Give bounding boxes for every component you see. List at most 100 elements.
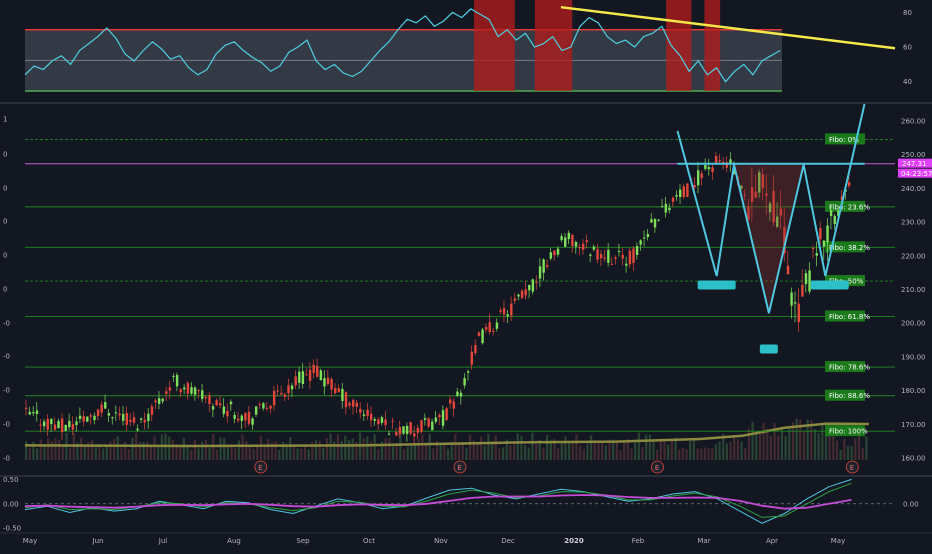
volume-bar	[355, 442, 358, 460]
candle-body	[136, 428, 139, 431]
candle-body	[714, 155, 718, 165]
candle-body	[632, 248, 635, 264]
candle-body	[804, 273, 808, 285]
candle-body	[157, 398, 161, 404]
rsi-tick-label: 60	[903, 44, 912, 52]
volume-bar	[656, 449, 659, 460]
volume-bar	[773, 422, 776, 460]
candle-body	[779, 208, 783, 216]
macd-left-tick-label: 0.50	[3, 476, 19, 484]
countdown-label: 04:23:57	[901, 170, 932, 178]
volume-bar	[325, 438, 329, 460]
volume-bar	[861, 447, 864, 460]
volume-bar	[43, 444, 46, 460]
candle-body	[470, 351, 473, 365]
volume-bar	[450, 441, 453, 460]
x-tick-label: Sep	[296, 537, 310, 545]
volume-bar	[560, 443, 563, 460]
volume-bar	[109, 441, 112, 460]
macd-panel: 0.50 0.00 -0.50 0.00	[3, 476, 919, 533]
volume-bar	[564, 436, 567, 460]
candle-body	[326, 377, 330, 385]
volume-bar	[608, 439, 611, 460]
volume-bar	[626, 438, 629, 460]
candle-body	[732, 168, 736, 174]
volume-bar	[766, 428, 769, 460]
volume-bar	[417, 439, 420, 460]
candle-body	[107, 413, 111, 416]
volume-bar	[333, 441, 336, 460]
volume-bar	[806, 419, 809, 460]
candle-body	[305, 374, 308, 376]
volume-bar	[329, 433, 332, 460]
volume-bar	[678, 449, 681, 460]
volume-bar	[87, 441, 90, 460]
price-tick-label: 160.00	[901, 455, 926, 463]
volume-bar	[105, 445, 108, 460]
volume-bar	[758, 434, 762, 460]
candle-body	[794, 302, 797, 304]
volume-bar	[83, 446, 86, 460]
volume-bar	[127, 449, 130, 460]
candle-body	[585, 240, 588, 243]
candle-body	[484, 327, 488, 330]
candle-body	[661, 206, 664, 208]
candle-body	[833, 215, 836, 224]
volume-bar	[711, 448, 714, 460]
countdown-bg	[898, 168, 932, 178]
volume-bar	[674, 437, 677, 460]
volume-bar	[586, 443, 589, 460]
volume-bar	[744, 448, 747, 460]
candle-body	[78, 415, 82, 419]
volume-bar	[531, 432, 534, 460]
macd-right-tick-label: 0.00	[903, 500, 919, 508]
candle-body	[132, 417, 136, 423]
candle-body	[466, 371, 470, 373]
candle-body	[635, 245, 639, 256]
candle-body	[621, 254, 624, 259]
left-tick-label: -0	[3, 353, 10, 361]
volume-bar	[344, 435, 347, 460]
volume-bar	[25, 441, 28, 460]
candle-body	[344, 392, 348, 408]
volume-bar	[568, 441, 571, 460]
fibo-label-bg	[825, 200, 865, 212]
volume-bar	[124, 441, 127, 460]
candle-body	[549, 252, 553, 259]
candle-body	[542, 259, 545, 273]
candle-body	[553, 250, 556, 256]
volume-bar	[457, 442, 461, 460]
candle-body	[520, 290, 524, 298]
candle-body	[114, 412, 118, 414]
candle-body	[646, 233, 650, 237]
left-tick-label: 0	[3, 286, 7, 294]
volume-bar	[69, 447, 72, 460]
left-tick-label: 0	[3, 185, 7, 193]
price-tick-label: 200.00	[901, 320, 926, 328]
price-tick-label: 220.00	[901, 252, 926, 260]
fibo-label: Fibo: 61.8%	[829, 313, 870, 321]
candle-body	[190, 387, 193, 394]
candle-body	[276, 390, 279, 392]
candle-body	[538, 266, 542, 279]
volume-bar	[648, 434, 651, 460]
candle-body	[696, 170, 700, 186]
volume-bar	[700, 448, 703, 460]
candle-body	[398, 426, 402, 435]
x-tick-label: Jun	[92, 537, 104, 545]
candle-body	[431, 421, 434, 431]
candle-body	[294, 376, 297, 386]
candle-body	[686, 183, 689, 197]
candle-body	[488, 322, 491, 332]
candle-body	[811, 248, 815, 250]
volume-bar	[615, 441, 618, 460]
pattern-marker	[759, 344, 778, 354]
volume-bar	[645, 434, 648, 460]
volume-bar	[846, 445, 850, 460]
volume-bar	[769, 435, 773, 460]
volume-bar	[762, 422, 765, 460]
candle-body	[211, 406, 215, 410]
candle-body	[215, 400, 218, 406]
candle-body	[362, 414, 366, 416]
